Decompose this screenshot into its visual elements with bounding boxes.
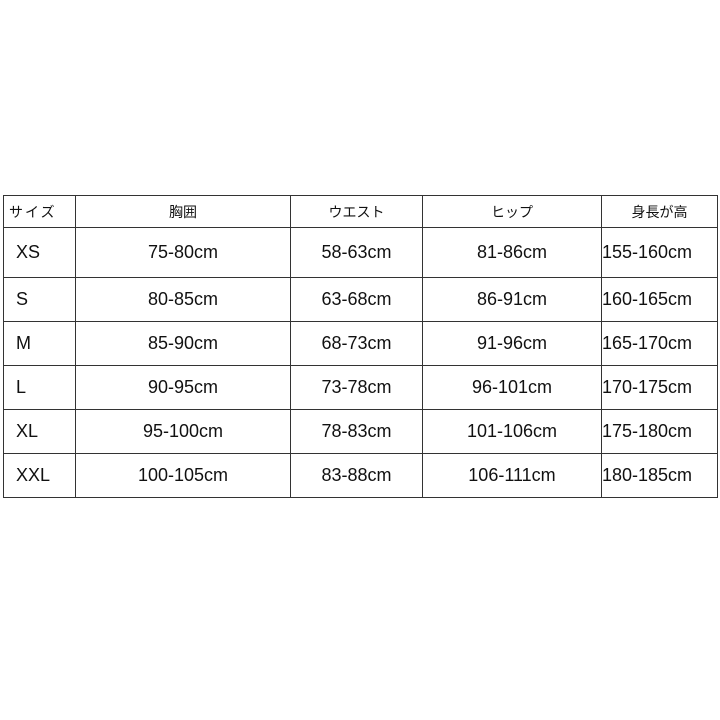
cell-height: 175-180cm — [601, 409, 718, 454]
table-row: XS 75-80cm 58-63cm 81-86cm 155-160cm — [3, 227, 718, 278]
cell-chest: 75-80cm — [75, 227, 291, 278]
cell-size: L — [3, 365, 76, 410]
cell-waist: 73-78cm — [290, 365, 423, 410]
cell-height: 155-160cm — [601, 227, 718, 278]
table-row: L 90-95cm 73-78cm 96-101cm 170-175cm — [3, 365, 718, 410]
table-row: M 85-90cm 68-73cm 91-96cm 165-170cm — [3, 321, 718, 366]
cell-chest: 80-85cm — [75, 277, 291, 322]
table-row: XXL 100-105cm 83-88cm 106-111cm 180-185cm — [3, 453, 718, 498]
header-waist: ウエスト — [290, 195, 423, 228]
size-chart-table: サイズ 胸囲 ウエスト ヒップ 身長が高 XS 75-80cm 58-63cm 81-… — [3, 195, 718, 498]
cell-height: 180-185cm — [601, 453, 718, 498]
cell-waist: 68-73cm — [290, 321, 423, 366]
cell-chest: 95-100cm — [75, 409, 291, 454]
cell-size: S — [3, 277, 76, 322]
header-size: サイズ — [3, 195, 76, 228]
cell-height: 165-170cm — [601, 321, 718, 366]
header-chest: 胸囲 — [75, 195, 291, 228]
header-height: 身長が高 — [601, 195, 718, 228]
cell-size: XL — [3, 409, 76, 454]
cell-chest: 100-105cm — [75, 453, 291, 498]
cell-hip: 96-101cm — [422, 365, 602, 410]
cell-chest: 90-95cm — [75, 365, 291, 410]
cell-waist: 58-63cm — [290, 227, 423, 278]
cell-hip: 106-111cm — [422, 453, 602, 498]
cell-hip: 86-91cm — [422, 277, 602, 322]
cell-height: 160-165cm — [601, 277, 718, 322]
header-row: サイズ 胸囲 ウエスト ヒップ 身長が高 — [3, 195, 718, 228]
header-hip: ヒップ — [422, 195, 602, 228]
cell-hip: 101-106cm — [422, 409, 602, 454]
cell-height: 170-175cm — [601, 365, 718, 410]
cell-hip: 81-86cm — [422, 227, 602, 278]
cell-waist: 63-68cm — [290, 277, 423, 322]
cell-chest: 85-90cm — [75, 321, 291, 366]
table-row: XL 95-100cm 78-83cm 101-106cm 175-180cm — [3, 409, 718, 454]
cell-hip: 91-96cm — [422, 321, 602, 366]
cell-waist: 83-88cm — [290, 453, 423, 498]
cell-waist: 78-83cm — [290, 409, 423, 454]
cell-size: XS — [3, 227, 76, 278]
table-row: S 80-85cm 63-68cm 86-91cm 160-165cm — [3, 277, 718, 322]
cell-size: XXL — [3, 453, 76, 498]
cell-size: M — [3, 321, 76, 366]
